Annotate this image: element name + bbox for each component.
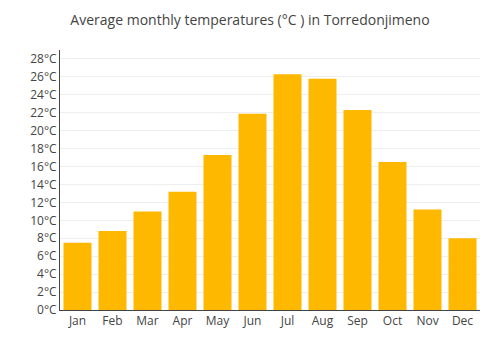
svg-text:Oct: Oct <box>383 312 402 329</box>
svg-text:24°C: 24°C <box>30 86 57 103</box>
svg-text:Aug: Aug <box>312 312 334 329</box>
svg-text:28°C: 28°C <box>30 50 57 67</box>
svg-text:6°C: 6°C <box>37 247 57 264</box>
svg-text:Jan: Jan <box>68 312 86 329</box>
svg-text:Average monthly temperatures (: Average monthly temperatures (°C ) in To… <box>70 10 429 29</box>
svg-text:Jun: Jun <box>243 312 262 329</box>
svg-text:14°C: 14°C <box>30 176 57 193</box>
svg-text:12°C: 12°C <box>30 194 57 211</box>
svg-text:10°C: 10°C <box>30 212 57 229</box>
svg-text:22°C: 22°C <box>30 104 57 121</box>
svg-text:Mar: Mar <box>136 312 158 329</box>
svg-text:4°C: 4°C <box>37 265 57 282</box>
svg-text:26°C: 26°C <box>30 68 57 85</box>
svg-text:Jul: Jul <box>280 312 295 329</box>
svg-text:20°C: 20°C <box>30 122 57 139</box>
svg-text:2°C: 2°C <box>37 283 57 300</box>
svg-text:Feb: Feb <box>102 312 122 329</box>
svg-text:Apr: Apr <box>173 312 193 329</box>
svg-text:0°C: 0°C <box>37 301 57 318</box>
svg-text:Nov: Nov <box>416 312 438 329</box>
svg-text:8°C: 8°C <box>37 229 57 246</box>
svg-text:16°C: 16°C <box>30 158 57 175</box>
svg-text:Dec: Dec <box>452 312 473 329</box>
svg-text:18°C: 18°C <box>30 140 57 157</box>
svg-text:Sep: Sep <box>347 312 368 329</box>
svg-text:May: May <box>206 312 230 329</box>
